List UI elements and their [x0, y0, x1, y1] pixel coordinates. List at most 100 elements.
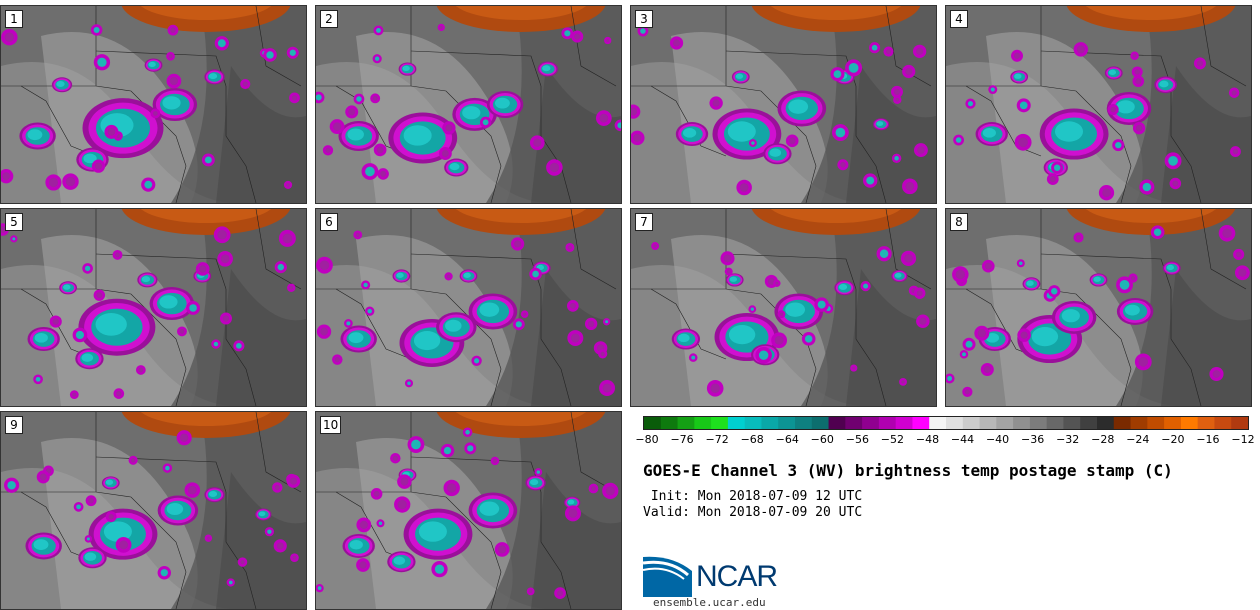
- colorbar-segment: [677, 417, 695, 429]
- panel-number: 5: [5, 213, 23, 231]
- colorbar-tick: −52: [880, 433, 905, 446]
- logo-text: NCAR: [696, 560, 778, 593]
- convection-cells: [4, 430, 301, 587]
- colorbar-tick: −36: [1021, 433, 1045, 446]
- colorbar-segment: [878, 417, 897, 429]
- colorbar-tick: −48: [915, 433, 940, 446]
- colorbar-tick: −68: [740, 433, 764, 446]
- colorbar-segment: [1029, 417, 1048, 429]
- colorbar-segment: [1046, 417, 1064, 429]
- state-borders: [946, 209, 1247, 406]
- colorbar-segment: [1097, 417, 1115, 429]
- colorbar-tick: −32: [1056, 433, 1080, 446]
- map-panel-1: 1: [0, 5, 307, 204]
- convection-cells: [946, 224, 1250, 397]
- colorbar-tick: −20: [1161, 433, 1185, 446]
- colorbar-segment: [811, 417, 830, 429]
- map-panel-9: 9: [0, 411, 307, 610]
- colorbar-segment: [828, 417, 846, 429]
- state-borders: [631, 209, 932, 406]
- map-svg: [1, 209, 306, 406]
- colorbar-segment: [979, 417, 997, 429]
- colorbar-tick: −72: [705, 433, 729, 446]
- colorbar-segment: [778, 417, 796, 429]
- colorbar-segment: [1013, 417, 1031, 429]
- convection-cells: [316, 23, 621, 180]
- colorbar-segment: [644, 417, 662, 429]
- colorbar-segment: [962, 417, 981, 429]
- map-panel-8: 8: [945, 208, 1252, 407]
- colorbar-segment: [862, 417, 880, 429]
- colorbar-segment: [845, 417, 863, 429]
- panel-number: 6: [320, 213, 338, 231]
- colorbar-segment: [694, 417, 712, 429]
- colorbar-segment: [1214, 417, 1232, 429]
- colorbar-tick: −40: [985, 433, 1010, 446]
- panel-number: 3: [635, 10, 653, 28]
- colorbar-segment: [795, 417, 813, 429]
- convection-cells: [953, 42, 1241, 201]
- valid-time: Valid: Mon 2018-07-09 20 UTC: [643, 505, 863, 520]
- colorbar-segment: [727, 417, 746, 429]
- colorbar-segment: [1063, 417, 1081, 429]
- colorbar-segment: [895, 417, 913, 429]
- map-svg: [946, 6, 1251, 203]
- convection-cells: [1, 24, 300, 192]
- panel-number: 7: [635, 213, 653, 231]
- convection-cells: [651, 242, 930, 397]
- colorbar-segment: [1164, 417, 1182, 429]
- map-svg: [1, 6, 306, 203]
- colorbar-tick: −24: [1126, 433, 1150, 446]
- panel-number: 2: [320, 10, 338, 28]
- colorbar-segment: [1130, 417, 1148, 429]
- convection-cells: [316, 230, 616, 396]
- colorbar-segment: [912, 417, 930, 429]
- colorbar-tick: −28: [1091, 433, 1115, 446]
- colorbar-segment: [761, 417, 779, 429]
- colorbar-segment: [946, 417, 964, 429]
- colorbar: [643, 416, 1249, 430]
- map-svg: [316, 6, 621, 203]
- logo-url: ensemble.ucar.edu: [653, 596, 766, 609]
- map-panel-6: 6: [315, 208, 622, 407]
- convection-cells: [1, 223, 296, 400]
- map-svg: [316, 412, 621, 609]
- colorbar-segment: [1080, 417, 1098, 429]
- colorbar-segment: [711, 417, 729, 429]
- colorbar-tick: −16: [1196, 433, 1220, 446]
- colorbar-segment: [1180, 417, 1199, 429]
- map-panel-10: 10: [315, 411, 622, 610]
- map-svg: [316, 209, 621, 406]
- panel-number: 9: [5, 416, 23, 434]
- figure-title: GOES-E Channel 3 (WV) brightness temp po…: [643, 461, 1173, 480]
- map-panel-3: 3: [630, 5, 937, 204]
- map-svg: [1, 412, 306, 609]
- map-panel-5: 5: [0, 208, 307, 407]
- colorbar-segment: [1113, 417, 1132, 429]
- colorbar-tick: −80: [635, 433, 659, 446]
- map-panel-2: 2: [315, 5, 622, 204]
- panel-number: 8: [950, 213, 968, 231]
- map-panel-4: 4: [945, 5, 1252, 204]
- init-time: Init: Mon 2018-07-09 12 UTC: [643, 489, 863, 504]
- colorbar-segment: [1147, 417, 1165, 429]
- colorbar-tick: −56: [845, 433, 869, 446]
- colorbar-segment: [1197, 417, 1215, 429]
- colorbar-tick: −64: [775, 433, 799, 446]
- colorbar-segment: [929, 417, 947, 429]
- colorbar-segment: [744, 417, 762, 429]
- colorbar-tick: −60: [810, 433, 834, 446]
- colorbar-tick: −12: [1231, 433, 1255, 446]
- panel-number: 4: [950, 10, 968, 28]
- map-svg: [631, 209, 936, 406]
- ncar-logo: [642, 556, 692, 597]
- colorbar-segment: [1231, 417, 1248, 429]
- colorbar-tick: −76: [670, 433, 694, 446]
- convection-cells: [316, 427, 619, 599]
- panel-number: 1: [5, 10, 23, 28]
- colorbar-segment: [996, 417, 1014, 429]
- panel-number: 10: [320, 416, 342, 434]
- convection-cells: [631, 25, 928, 196]
- colorbar-tick: −44: [950, 433, 975, 446]
- colorbar-segment: [660, 417, 679, 429]
